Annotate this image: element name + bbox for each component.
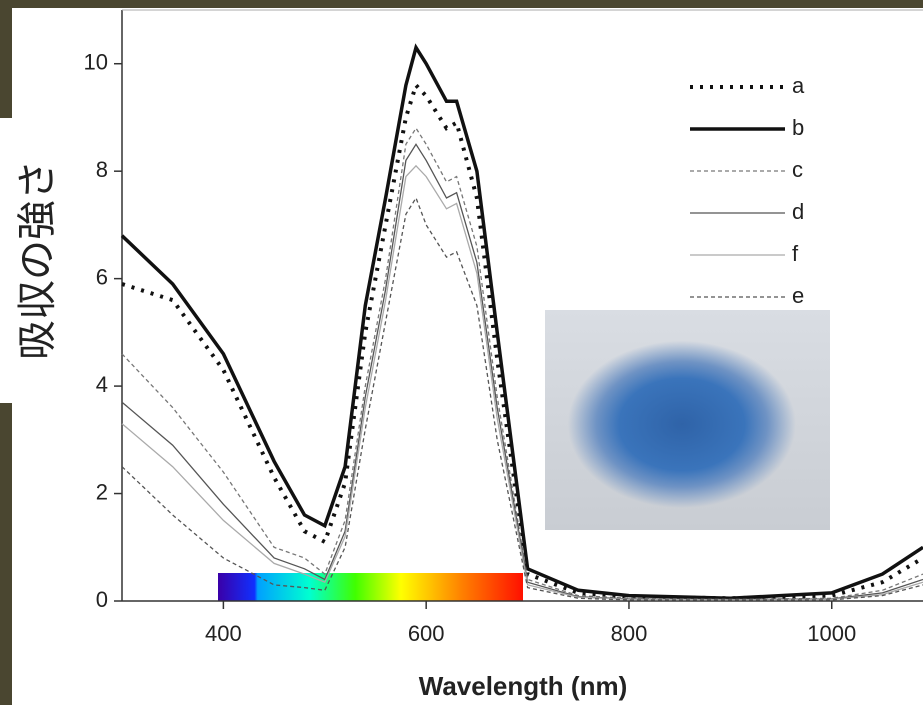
x-tick-label: 400 (205, 621, 242, 646)
y-tick-label: 10 (84, 50, 108, 75)
spectrum-bar (218, 573, 523, 601)
y-axis-label: 吸収の強さ (16, 160, 60, 360)
legend-label: f (792, 241, 799, 266)
legend-label: b (792, 115, 804, 140)
x-axis-label: Wavelength (nm) (419, 671, 627, 701)
y-tick-label: 0 (96, 587, 108, 612)
legend-label: a (792, 73, 805, 98)
x-tick-label: 1000 (807, 621, 856, 646)
series-line (121, 164, 923, 601)
legend-label: c (792, 157, 803, 182)
legend-label: e (792, 283, 804, 308)
x-tick-label: 800 (611, 621, 648, 646)
y-tick-label: 4 (96, 372, 108, 397)
powder-photo (545, 310, 830, 530)
y-tick-label: 2 (96, 479, 108, 504)
legend-label: d (792, 199, 804, 224)
series-line (120, 43, 923, 601)
y-tick-label: 6 (96, 264, 108, 289)
x-tick-label: 600 (408, 621, 445, 646)
y-label-box (0, 118, 70, 403)
y-tick-label: 8 (96, 157, 108, 182)
